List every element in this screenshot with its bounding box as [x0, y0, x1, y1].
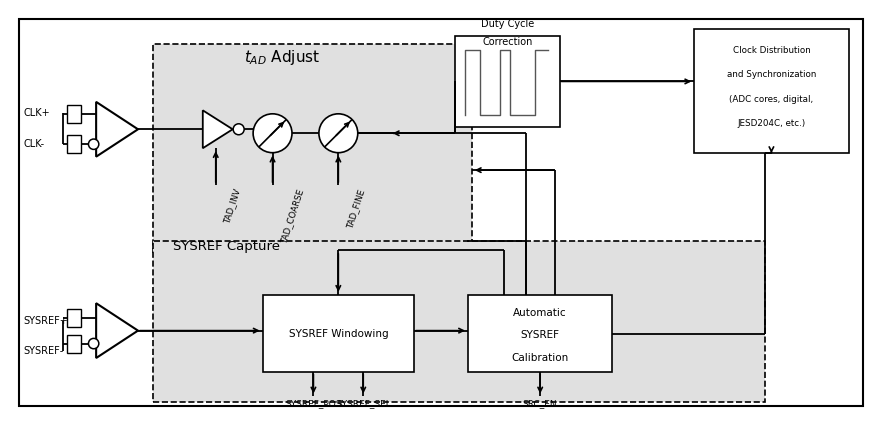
FancyBboxPatch shape — [153, 241, 765, 402]
Text: TAD_INV: TAD_INV — [223, 187, 243, 224]
FancyBboxPatch shape — [153, 43, 472, 253]
Text: Duty Cycle: Duty Cycle — [482, 19, 534, 28]
Text: SYSREF_SEL: SYSREF_SEL — [336, 400, 391, 408]
Text: $t_{AD}$ Adjust: $t_{AD}$ Adjust — [244, 48, 321, 67]
Text: Calibration: Calibration — [512, 352, 569, 363]
Text: Automatic: Automatic — [513, 308, 567, 317]
FancyBboxPatch shape — [263, 295, 414, 372]
Polygon shape — [96, 303, 138, 358]
FancyBboxPatch shape — [19, 19, 863, 406]
Circle shape — [88, 338, 99, 349]
Text: SRC_EN: SRC_EN — [523, 400, 557, 408]
Circle shape — [253, 114, 292, 153]
FancyBboxPatch shape — [694, 28, 848, 153]
Text: SYSREF-: SYSREF- — [23, 346, 64, 356]
FancyBboxPatch shape — [455, 36, 559, 127]
Text: SYSREF_POS: SYSREF_POS — [285, 400, 341, 408]
Text: (ADC cores, digital,: (ADC cores, digital, — [729, 95, 813, 104]
Polygon shape — [203, 110, 233, 148]
Text: Clock Distribution: Clock Distribution — [733, 46, 811, 55]
FancyBboxPatch shape — [67, 135, 81, 153]
FancyBboxPatch shape — [468, 295, 612, 372]
Text: Correction: Correction — [482, 37, 533, 47]
Text: TAD_COARSE: TAD_COARSE — [280, 187, 306, 244]
Text: SYSREF: SYSREF — [520, 330, 560, 340]
Text: CLK+: CLK+ — [23, 108, 50, 118]
Circle shape — [233, 124, 244, 135]
FancyBboxPatch shape — [67, 309, 81, 327]
Text: SYSREF Capture: SYSREF Capture — [173, 240, 280, 253]
FancyBboxPatch shape — [67, 334, 81, 353]
Circle shape — [319, 114, 358, 153]
Text: TAD_FINE: TAD_FINE — [346, 187, 367, 229]
Text: SYSREF Windowing: SYSREF Windowing — [288, 329, 388, 339]
Text: and Synchronization: and Synchronization — [727, 71, 816, 79]
Polygon shape — [96, 102, 138, 157]
FancyBboxPatch shape — [67, 105, 81, 123]
Text: CLK-: CLK- — [23, 139, 44, 149]
Text: SYSREF+: SYSREF+ — [23, 316, 68, 326]
Text: JESD204C, etc.): JESD204C, etc.) — [737, 119, 805, 128]
Circle shape — [88, 139, 99, 150]
